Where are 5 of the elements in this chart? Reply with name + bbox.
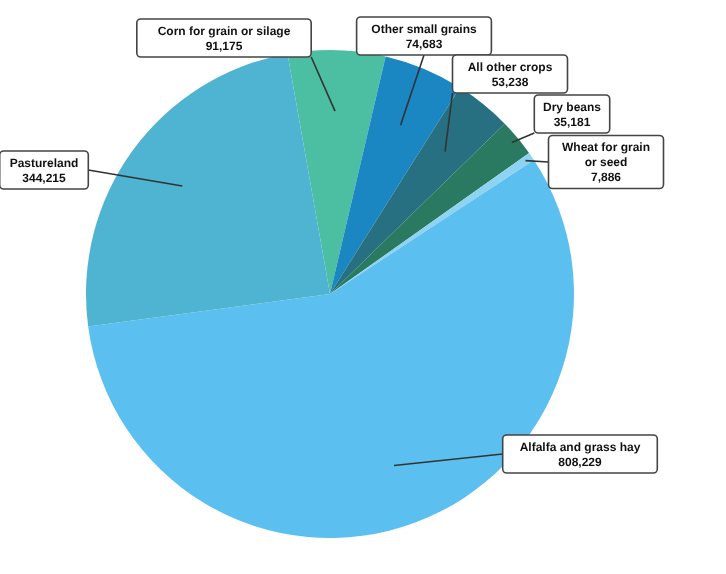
pie-slice — [330, 123, 530, 294]
pie-slice — [287, 50, 386, 294]
pie-slice — [330, 152, 534, 294]
pie-slice — [330, 56, 460, 294]
pie-slice — [86, 53, 330, 327]
